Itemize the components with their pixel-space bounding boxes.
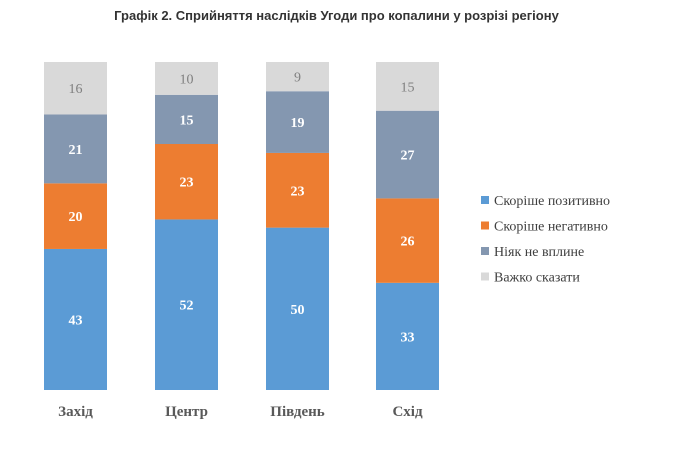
bar-segment-південь-s1: [266, 152, 329, 228]
data-label-захід-s1: 20: [69, 210, 83, 225]
data-label-схід-s2: 27: [401, 149, 415, 164]
legend-label-s0: Скоріше позитивно: [494, 194, 610, 209]
data-label-захід-s0: 43: [69, 313, 83, 328]
legend-swatch-s2: [481, 247, 489, 255]
legend: Скоріше позитивно Скоріше негативно Ніяк н…: [481, 194, 610, 286]
category-label-центр: Центр: [165, 404, 208, 420]
bar-segment-схід-s3: [376, 62, 439, 111]
bars-group: 43 20 21 16 52 23 15 10 50 23 19 9 33 26 27 15: [44, 62, 439, 390]
data-label-південь-s1: 23: [291, 184, 305, 199]
bar-segment-схід-s2: [376, 110, 439, 199]
bar-segment-центр-s1: [155, 144, 218, 220]
category-label-південь: Південь: [270, 404, 324, 420]
bar-segment-захід-s2: [44, 114, 107, 184]
legend-label-s3: Важко сказати: [494, 271, 580, 286]
category-label-захід: Захід: [58, 404, 93, 420]
bar-segment-схід-s1: [376, 198, 439, 283]
legend-swatch-s0: [481, 196, 489, 204]
data-label-захід-s2: 21: [69, 143, 83, 158]
bar-segment-центр-s2: [155, 94, 218, 144]
legend-label-s1: Скоріше негативно: [494, 220, 608, 235]
legend-swatch-s1: [481, 221, 489, 230]
data-label-центр-s2: 15: [180, 113, 194, 128]
data-label-південь-s2: 19: [291, 116, 305, 131]
bar-segment-схід-s0: [376, 282, 439, 390]
category-label-схід: Схід: [392, 404, 423, 420]
bar-segment-південь-s2: [266, 91, 329, 153]
legend-label-s2: Ніяк не вплине: [494, 245, 584, 260]
data-label-захід-s3: 16: [69, 82, 83, 97]
bar-segment-захід-s1: [44, 183, 107, 249]
bar-segment-захід-s3: [44, 62, 107, 115]
data-label-південь-s0: 50: [291, 303, 305, 318]
bar-segment-центр-s3: [155, 62, 218, 95]
bar-segment-південь-s0: [266, 227, 329, 390]
data-label-схід-s3: 15: [401, 80, 415, 95]
data-label-центр-s0: 52: [180, 299, 194, 314]
data-label-центр-s1: 23: [180, 176, 194, 191]
chart-title: Графік 2. Сприйняття наслідків Угоди про…: [114, 8, 559, 23]
bar-segment-захід-s0: [44, 248, 107, 390]
data-label-схід-s0: 33: [401, 330, 415, 345]
category-labels: Захід Центр Південь Схід: [58, 404, 423, 420]
bar-segment-центр-s0: [155, 219, 218, 390]
data-label-південь-s3: 9: [294, 71, 301, 86]
data-label-схід-s1: 26: [401, 235, 415, 250]
data-label-центр-s3: 10: [180, 72, 194, 87]
bar-segment-південь-s3: [266, 62, 329, 92]
legend-swatch-s3: [481, 272, 489, 281]
